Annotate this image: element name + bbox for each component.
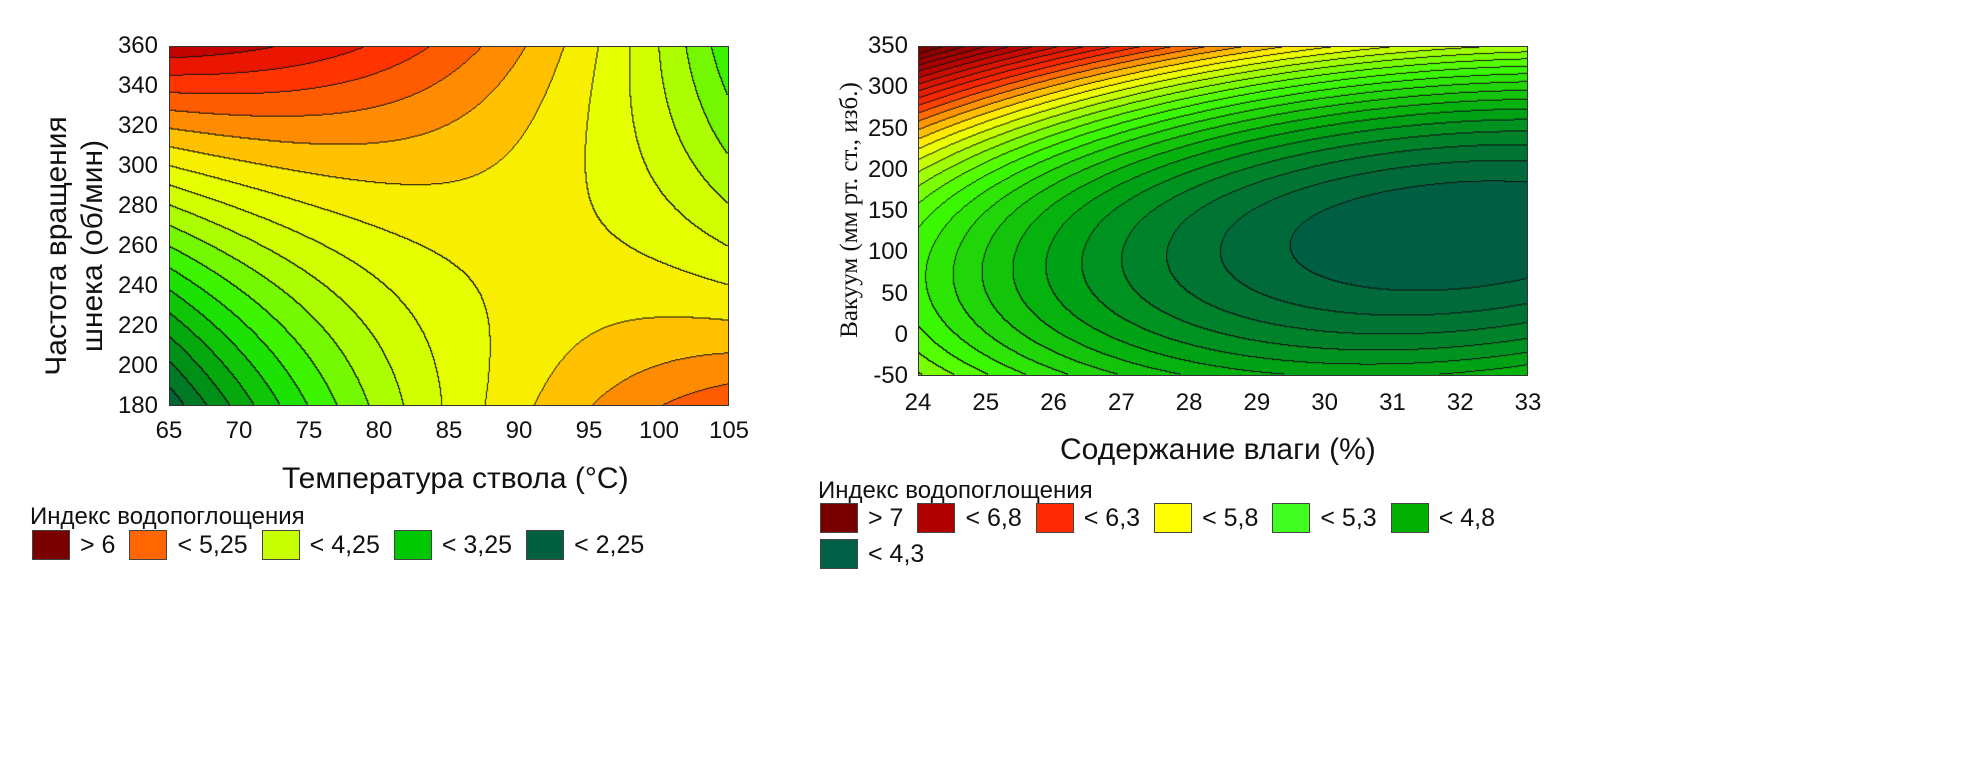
y-tick-label: 220 xyxy=(117,312,158,339)
x-tick-label: 80 xyxy=(365,417,393,444)
contour-plot-area-1 xyxy=(169,46,729,406)
legend-label: > 6 xyxy=(80,530,116,559)
legend-label: < 3,25 xyxy=(441,530,513,559)
y-tick-label: 320 xyxy=(117,112,158,139)
y-tick-label: 300 xyxy=(117,152,158,179)
x-tick-label: 85 xyxy=(435,417,463,444)
legend-item: > 7 xyxy=(820,503,903,533)
x-tick-label: 30 xyxy=(1311,389,1339,416)
y-tick-label: 0 xyxy=(894,320,908,348)
legend-label: < 6,3 xyxy=(1083,503,1141,532)
y-axis-title-2: Вакуум (мм рт. ст., изб.) xyxy=(836,82,863,338)
y-tick-label: 340 xyxy=(117,72,158,99)
x-tick-label: 105 xyxy=(708,417,750,444)
y-tick-label: 200 xyxy=(867,155,908,183)
y-tick-label: 350 xyxy=(867,32,908,59)
x-tick-label: 65 xyxy=(155,417,183,444)
legend-swatch xyxy=(820,503,858,533)
legend-swatch xyxy=(32,530,70,560)
legend-swatch xyxy=(820,539,858,569)
legend-item: < 4,3 xyxy=(820,539,924,569)
legend-swatch xyxy=(261,530,300,560)
x-tick-label: 26 xyxy=(1040,389,1067,416)
x-tick-label: 70 xyxy=(225,417,253,444)
legend-swatch xyxy=(129,530,168,560)
legend-swatch xyxy=(1390,503,1429,533)
x-tick-label: 31 xyxy=(1379,389,1406,416)
legend-swatch xyxy=(917,503,956,533)
legend-swatch xyxy=(1154,503,1193,533)
y-tick-label: 360 xyxy=(117,32,158,59)
x-axis-title-1: Температура ствола (°C) xyxy=(282,462,629,495)
legend-label: < 4,8 xyxy=(1438,503,1496,532)
x-tick-label: 29 xyxy=(1243,389,1271,416)
x-tick-label: 100 xyxy=(638,417,680,444)
y-tick-label: 180 xyxy=(117,392,158,419)
y-axis-title-line-2: шнека (об/мин) xyxy=(76,139,109,353)
legend-label: < 4,3 xyxy=(868,539,925,568)
legend-item: < 5,25 xyxy=(129,530,248,560)
legend-swatch xyxy=(393,530,432,560)
x-tick-label: 33 xyxy=(1514,389,1542,416)
x-tick-label: 28 xyxy=(1175,389,1203,416)
legend-item: < 5,3 xyxy=(1272,503,1377,533)
y-tick-label: 260 xyxy=(117,232,158,259)
x-tick-label: 75 xyxy=(295,417,323,444)
legend-item: < 2,25 xyxy=(526,530,644,560)
y-axis-title-line-1: Частота вращения xyxy=(40,116,73,376)
y-tick-label: 100 xyxy=(867,238,908,266)
y-tick-label: -50 xyxy=(873,362,908,389)
legend-item: < 5,8 xyxy=(1154,503,1258,533)
y-tick-label: 200 xyxy=(117,352,158,379)
y-tick-label: 300 xyxy=(867,73,908,101)
legend-1: > 6 < 5,25 < 4,25 < 3,25 < 2,25 xyxy=(32,530,752,560)
y-tick-label: 280 xyxy=(117,192,158,219)
legend-swatch xyxy=(1272,503,1311,533)
legend-2: > 7 < 6,8 < 6,3 < 5,8 < 5,3 < 4,8 < 4,3 xyxy=(820,503,1560,569)
y-tick-label: 50 xyxy=(881,279,908,307)
legend-item: > 6 xyxy=(32,530,115,560)
contour-plot-area-2 xyxy=(918,46,1528,376)
x-tick-label: 27 xyxy=(1107,389,1135,416)
y-tick-label: 150 xyxy=(867,197,908,224)
legend-label: < 4,25 xyxy=(309,530,380,559)
legend-item: < 4,8 xyxy=(1390,503,1496,533)
x-tick-label: 95 xyxy=(575,417,603,444)
x-tick-label: 32 xyxy=(1446,389,1474,416)
legend-label: < 5,8 xyxy=(1202,503,1259,532)
legend-swatch xyxy=(526,530,565,560)
legend-label: < 5,3 xyxy=(1320,503,1377,532)
x-tick-label: 90 xyxy=(505,417,533,444)
x-axis-title-2: Содержание влаги (%) xyxy=(1060,433,1376,466)
legend-item: < 6,8 xyxy=(917,503,1022,533)
legend-item: < 6,3 xyxy=(1035,503,1141,533)
legend-label: < 2,25 xyxy=(574,530,645,559)
legend-label: > 7 xyxy=(868,503,904,532)
x-tick-label: 24 xyxy=(904,389,932,416)
y-tick-label: 250 xyxy=(867,114,908,142)
legend-title-1: Индекс водопоглощения xyxy=(30,503,305,530)
y-axis-title-1: Частота вращения шнека (об/мин) xyxy=(39,76,111,416)
legend-label: < 5,25 xyxy=(177,530,248,559)
legend-label: < 6,8 xyxy=(965,503,1022,532)
y-tick-label: 240 xyxy=(117,272,158,299)
x-tick-label: 25 xyxy=(972,389,1000,416)
legend-title-2: Индекс водопоглощения xyxy=(818,477,1093,504)
legend-swatch xyxy=(1035,503,1074,533)
legend-item: < 3,25 xyxy=(393,530,513,560)
legend-item: < 4,25 xyxy=(261,530,380,560)
